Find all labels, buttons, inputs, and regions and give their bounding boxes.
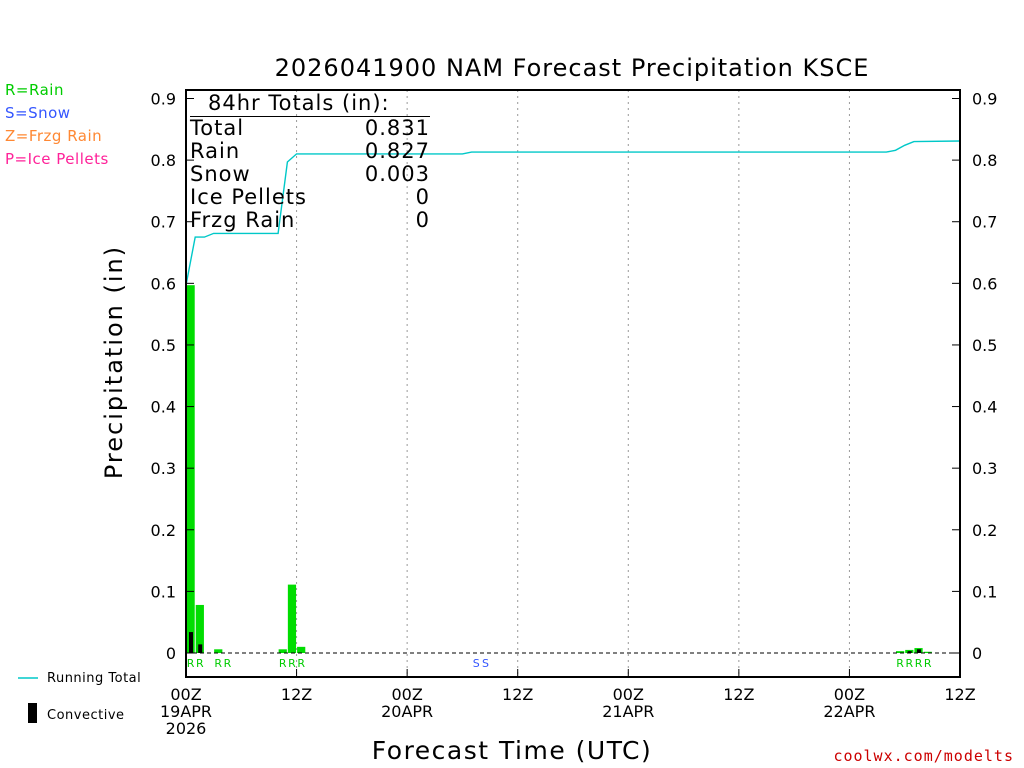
- x-tick-label: 21APR: [602, 702, 654, 721]
- totals-row-ice-pellets: Ice Pellets 0: [190, 186, 430, 209]
- precip-bar: [195, 604, 204, 653]
- totals-box: 84hr Totals (in): Total 0.831 Rain 0.827…: [190, 92, 430, 232]
- y-tick-label-left: 0.1: [151, 582, 176, 601]
- x-tick-label: 00Z: [834, 685, 865, 704]
- totals-title: 84hr Totals (in):: [190, 92, 430, 117]
- y-tick-label-left: 0.8: [151, 151, 176, 170]
- x-tick-label: 00Z: [613, 685, 644, 704]
- y-tick-label-left: 0.5: [151, 336, 176, 355]
- ptype-marker: R: [924, 657, 932, 670]
- legend-snow: S=Snow: [5, 104, 71, 122]
- grid-lines: [296, 90, 850, 677]
- y-tick-label-left: 0.6: [151, 274, 176, 293]
- precip-bar: [214, 649, 223, 653]
- ptype-marker: R: [915, 657, 923, 670]
- precip-bar: [186, 285, 195, 653]
- y-tick-label-left: 0.7: [151, 213, 176, 232]
- ptype-marker: S: [482, 657, 489, 670]
- x-tick-label: 2026: [166, 719, 207, 738]
- ptype-marker: R: [196, 657, 204, 670]
- ptype-marker: R: [214, 657, 222, 670]
- running-total-line: [185, 140, 961, 286]
- y-tick-label-right: 0.1: [972, 582, 997, 601]
- totals-value: 0.831: [364, 116, 430, 140]
- y-tick-label-right: 0.3: [972, 459, 997, 478]
- precip-bar: [278, 649, 287, 653]
- chart-title: 2026041900 NAM Forecast Precipitation KS…: [275, 54, 870, 82]
- totals-value: 0: [415, 185, 430, 209]
- legend-frzg-rain: Z=Frzg Rain: [5, 127, 103, 145]
- ptype-marker: R: [279, 657, 287, 670]
- x-axis-label: Forecast Time (UTC): [372, 736, 652, 765]
- y-tick-label-left: 0.3: [151, 459, 176, 478]
- ptype-marker: R: [297, 657, 305, 670]
- y-tick-label-right: 0.5: [972, 336, 997, 355]
- totals-value: 0.827: [364, 139, 430, 163]
- y-tick-label-right: 0: [972, 644, 982, 663]
- totals-label: Total: [190, 116, 245, 140]
- y-tick-label-left: 0.2: [151, 521, 176, 540]
- totals-label: Rain: [190, 139, 241, 163]
- legend-rain: R=Rain: [5, 81, 64, 99]
- legend-ice-pellets: P=Ice Pellets: [5, 150, 109, 168]
- x-tick-label: 22APR: [823, 702, 875, 721]
- convective-bar: [907, 651, 912, 653]
- totals-label: Snow: [190, 162, 251, 186]
- x-tick-label: 20APR: [381, 702, 433, 721]
- y-tick-label-right: 0.8: [972, 151, 997, 170]
- totals-row-rain: Rain 0.827: [190, 140, 430, 163]
- y-tick-label-right: 0.4: [972, 398, 997, 417]
- totals-value: 0: [415, 208, 430, 232]
- ptype-marker: R: [288, 657, 296, 670]
- totals-row-snow: Snow 0.003: [190, 163, 430, 186]
- y-tick-label-left: 0: [166, 644, 176, 663]
- y-axis-ticks: 0 00.1 0.10.2 0.20.3 0.30.4 0.40.5 0.50.6 0.60.…: [151, 90, 998, 664]
- convective-legend-swatch: [28, 703, 37, 723]
- precip-bars: [186, 285, 932, 653]
- y-tick-label-right: 0.7: [972, 213, 997, 232]
- totals-row-total: Total 0.831: [190, 117, 430, 140]
- precip-bar: [896, 651, 905, 653]
- totals-value: 0.003: [364, 162, 430, 186]
- running-total-legend-label: Running Total: [47, 671, 141, 686]
- ptype-marker: R: [905, 657, 913, 670]
- x-tick-label: 00Z: [170, 685, 201, 704]
- ptype-marker: R: [224, 657, 232, 670]
- convective-legend-label: Convective: [47, 708, 125, 723]
- precip-bar: [297, 646, 306, 653]
- x-tick-label: 19APR: [160, 702, 212, 721]
- precip-bar: [287, 584, 297, 653]
- totals-row-frzg-rain: Frzg Rain 0: [190, 209, 430, 232]
- x-tick-label: 12Z: [281, 685, 312, 704]
- ptype-marker: R: [187, 657, 195, 670]
- ptype-marker: R: [896, 657, 904, 670]
- y-tick-label-left: 0.4: [151, 398, 176, 417]
- y-tick-label-right: 0.2: [972, 521, 997, 540]
- plot-frame: [185, 89, 961, 678]
- ptype-marker: S: [473, 657, 480, 670]
- y-tick-label-right: 0.6: [972, 274, 997, 293]
- credit-text: coolwx.com/modelts: [833, 747, 1014, 765]
- convective-bar: [198, 644, 203, 653]
- x-tick-label: 12Z: [944, 685, 975, 704]
- convective-bar: [916, 649, 921, 653]
- convective-bar: [189, 632, 193, 653]
- precip-bar: [923, 651, 932, 653]
- totals-label: Ice Pellets: [190, 185, 307, 209]
- y-tick-label-left: 0.9: [151, 90, 176, 109]
- y-tick-label-right: 0.9: [972, 90, 997, 109]
- convective-bars: [189, 632, 921, 653]
- x-tick-label: 00Z: [391, 685, 422, 704]
- totals-label: Frzg Rain: [190, 208, 296, 232]
- y-axis-label: Precipitation (in): [100, 245, 128, 479]
- x-tick-label: 12Z: [723, 685, 754, 704]
- x-tick-label: 12Z: [502, 685, 533, 704]
